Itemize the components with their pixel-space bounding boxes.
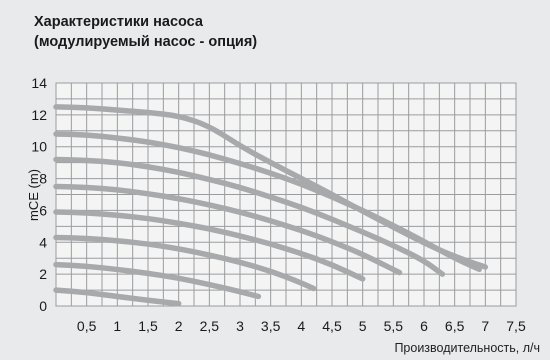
y-tick-labels: 0 2 4 6 8 10 12 14 xyxy=(31,75,47,314)
y-axis-label: mCE (m) xyxy=(26,169,41,221)
curve-speed-3 xyxy=(53,234,317,292)
curve-speed-1 xyxy=(53,287,182,307)
x-tick-label: 4 xyxy=(297,318,305,334)
chart-title: Характеристики насоса (модулируемый насо… xyxy=(34,12,257,52)
y-tick-label: 12 xyxy=(31,107,47,123)
x-tick-label: 7 xyxy=(481,318,489,334)
x-tick-label: 3,5 xyxy=(261,318,281,334)
x-tick-label: 1,5 xyxy=(138,318,158,334)
x-tick-label: 6 xyxy=(420,318,428,334)
x-tick-label: 7,5 xyxy=(506,318,526,334)
x-tick-label: 3 xyxy=(236,318,244,334)
x-tick-label: 2,5 xyxy=(200,318,220,334)
chart-title-line-1: Характеристики насоса xyxy=(34,14,203,30)
x-tick-label: 1 xyxy=(113,318,121,334)
curve-group xyxy=(53,104,489,307)
chart-title-line-2: (модулируемый насос - опция) xyxy=(34,34,258,50)
x-tick-labels: 0,5 1 1,5 2 2,5 3 3,5 4 4,5 5 5,5 6 6,5 7 7,5 xyxy=(77,318,526,334)
y-tick-label: 0 xyxy=(39,298,47,314)
curve-speed-4 xyxy=(53,209,366,282)
curve-speed-2 xyxy=(53,261,262,300)
y-tick-label: 4 xyxy=(39,234,47,250)
curve-speed-5 xyxy=(53,183,403,276)
x-tick-label: 5,5 xyxy=(384,318,404,334)
x-tick-label: 0,5 xyxy=(77,318,97,334)
x-tick-label: 2 xyxy=(175,318,183,334)
curve-speed-8 xyxy=(53,104,489,270)
y-tick-label: 8 xyxy=(39,171,47,187)
y-tick-label: 6 xyxy=(39,202,47,218)
x-axis-label: Производительность, л/ч xyxy=(394,341,540,355)
x-tick-label: 4,5 xyxy=(322,318,342,334)
curve-speed-6 xyxy=(53,156,446,277)
y-tick-label: 2 xyxy=(39,266,47,282)
y-tick-label: 10 xyxy=(31,139,47,155)
x-tick-label: 6,5 xyxy=(445,318,465,334)
y-tick-label: 14 xyxy=(31,75,47,91)
x-tick-label: 5 xyxy=(359,318,367,334)
